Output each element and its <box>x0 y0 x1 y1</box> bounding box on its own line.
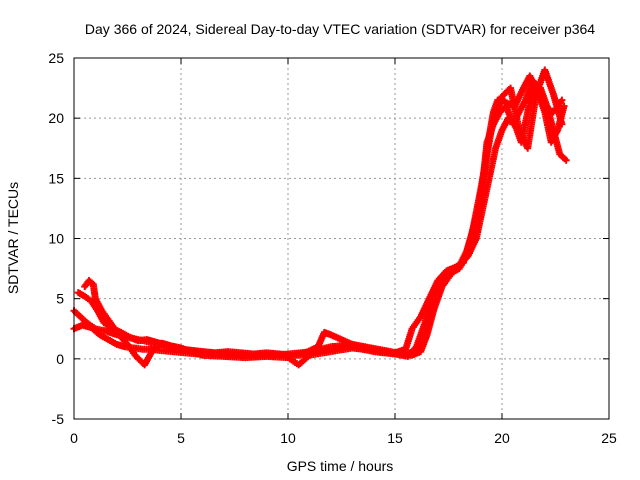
y-tick-label: 5 <box>56 291 64 307</box>
data-point <box>558 96 566 104</box>
y-tick-label: 25 <box>48 50 64 66</box>
axis-ticks: 0 5 10 15 20 25 -5 0 5 10 15 20 25 <box>48 50 617 446</box>
data-point <box>562 156 570 164</box>
x-tick-label: 0 <box>70 430 78 446</box>
x-axis-label: GPS time / hours <box>287 458 394 474</box>
x-tick-label: 10 <box>280 430 296 446</box>
x-tick-label: 5 <box>177 430 185 446</box>
data-points <box>70 66 570 369</box>
data-point <box>558 120 566 128</box>
y-tick-label: 0 <box>56 351 64 367</box>
y-axis-label: SDTVAR / TECUs <box>5 182 21 294</box>
y-tick-label: -5 <box>52 411 65 427</box>
chart-title: Day 366 of 2024, Sidereal Day-to-day VTE… <box>85 21 595 37</box>
y-tick-label: 15 <box>48 170 64 186</box>
data-point <box>560 102 568 110</box>
x-tick-label: 25 <box>601 430 617 446</box>
y-tick-label: 10 <box>48 231 64 247</box>
x-tick-label: 20 <box>494 430 510 446</box>
x-tick-label: 15 <box>387 430 403 446</box>
y-tick-label: 20 <box>48 110 64 126</box>
